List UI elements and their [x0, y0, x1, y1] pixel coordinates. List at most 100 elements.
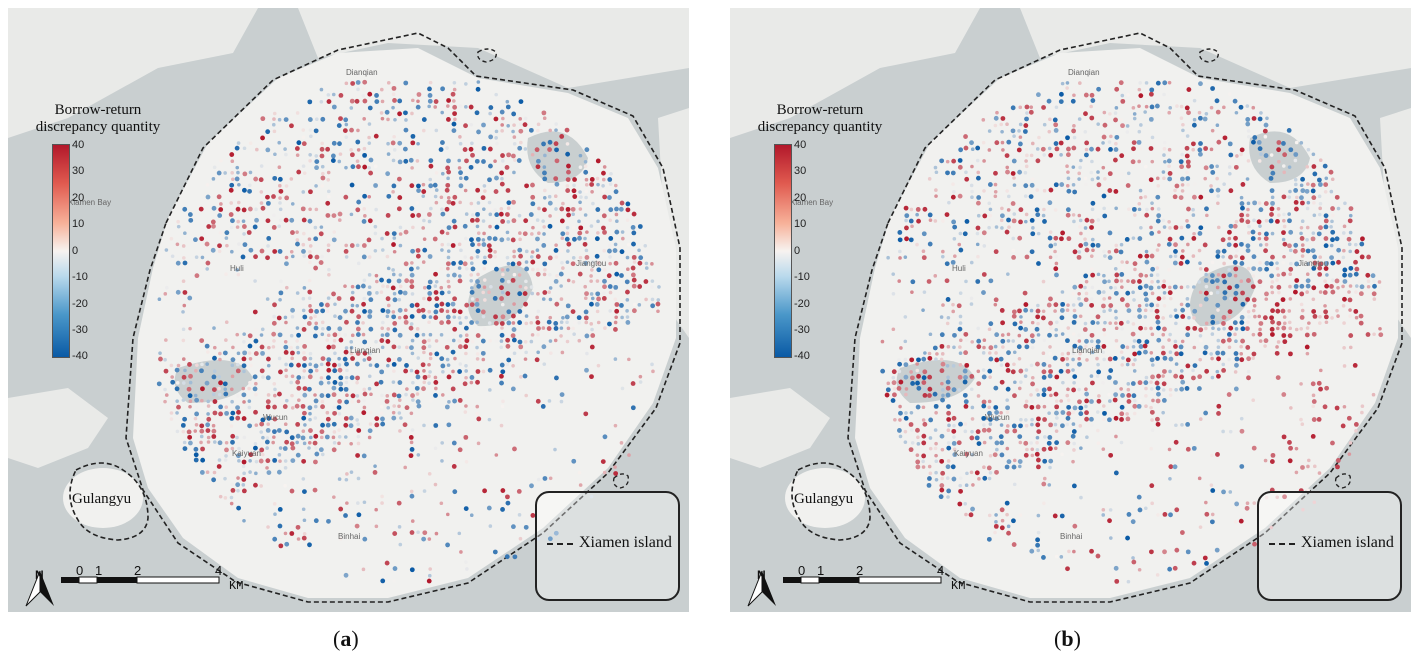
discrepancy-dot: [1018, 368, 1024, 374]
discrepancy-dot: [380, 416, 385, 422]
discrepancy-dot: [982, 423, 986, 427]
discrepancy-dot: [1011, 236, 1016, 241]
discrepancy-dot: [169, 236, 174, 241]
discrepancy-dot: [512, 351, 517, 356]
discrepancy-dot: [951, 428, 957, 434]
discrepancy-dot: [349, 441, 353, 446]
discrepancy-dot: [1077, 387, 1081, 392]
discrepancy-dot: [446, 169, 452, 175]
discrepancy-dot: [1143, 110, 1147, 114]
discrepancy-dot: [205, 362, 209, 366]
discrepancy-dot: [1023, 170, 1028, 175]
discrepancy-dot: [1048, 345, 1052, 349]
discrepancy-dot: [476, 201, 481, 205]
discrepancy-dot: [1288, 229, 1294, 235]
discrepancy-dot: [1108, 452, 1114, 458]
discrepancy-dot: [403, 110, 408, 116]
discrepancy-dot: [386, 266, 391, 271]
discrepancy-dot: [952, 423, 956, 428]
discrepancy-dot: [512, 142, 517, 146]
discrepancy-dot: [392, 134, 396, 139]
discrepancy-dot: [237, 242, 241, 246]
discrepancy-dot: [884, 392, 890, 398]
discrepancy-dot: [1172, 565, 1178, 571]
discrepancy-dot: [613, 357, 618, 361]
discrepancy-dot: [314, 184, 318, 188]
discrepancy-dot: [247, 343, 253, 349]
discrepancy-dot: [470, 266, 476, 272]
discrepancy-dot: [1101, 381, 1105, 385]
discrepancy-dot: [1347, 452, 1352, 456]
discrepancy-dot: [1053, 242, 1058, 247]
discrepancy-dot: [499, 237, 505, 243]
discrepancy-dot: [356, 399, 361, 404]
discrepancy-dot: [1119, 350, 1124, 354]
discrepancy-dot: [1155, 248, 1160, 252]
discrepancy-dot: [1119, 272, 1125, 277]
discrepancy-dot: [1258, 224, 1262, 228]
discrepancy-dot: [320, 422, 325, 428]
discrepancy-dot: [199, 236, 205, 242]
discrepancy-dot: [1161, 345, 1165, 349]
discrepancy-dot: [247, 399, 252, 403]
discrepancy-dot: [1234, 501, 1240, 507]
discrepancy-dot: [1084, 152, 1089, 158]
discrepancy-dot: [1269, 326, 1275, 332]
discrepancy-dot: [970, 506, 975, 512]
discrepancy-dot: [396, 500, 402, 506]
discrepancy-dot: [1090, 320, 1096, 325]
discrepancy-dot: [295, 422, 301, 427]
discrepancy-dot: [1161, 388, 1166, 392]
discrepancy-dot: [1245, 297, 1250, 302]
colorbar-tick: 30: [794, 165, 807, 177]
discrepancy-dot: [608, 207, 614, 213]
discrepancy-dot: [1151, 398, 1155, 403]
discrepancy-dot: [236, 441, 240, 446]
discrepancy-dot: [505, 230, 510, 235]
discrepancy-dot: [1120, 260, 1124, 264]
discrepancy-dot: [1202, 242, 1208, 248]
discrepancy-dot: [1252, 200, 1258, 206]
discrepancy-dot: [397, 140, 403, 146]
discrepancy-dot: [422, 374, 428, 380]
discrepancy-dot: [319, 393, 325, 398]
discrepancy-dot: [1191, 236, 1197, 241]
discrepancy-dot: [1215, 123, 1220, 128]
discrepancy-dot: [409, 279, 415, 284]
discrepancy-dot: [1281, 392, 1287, 397]
discrepancy-dot: [976, 344, 982, 350]
discrepancy-dot: [542, 170, 547, 176]
discrepancy-dot: [1029, 182, 1035, 188]
discrepancy-dot: [1270, 308, 1275, 314]
discrepancy-dot: [988, 375, 992, 379]
discrepancy-dot: [343, 308, 348, 314]
discrepancy-dot: [975, 175, 981, 181]
discrepancy-dot: [433, 290, 439, 295]
discrepancy-dot: [411, 225, 415, 230]
discrepancy-dot: [1109, 134, 1113, 139]
discrepancy-dot: [1168, 476, 1172, 481]
discrepancy-dot: [410, 338, 415, 343]
discrepancy-dot: [1006, 424, 1010, 428]
discrepancy-dot: [1150, 201, 1154, 205]
discrepancy-dot: [319, 362, 324, 367]
discrepancy-dot: [272, 117, 276, 121]
discrepancy-dot: [554, 375, 559, 381]
discrepancy-dot: [384, 398, 390, 404]
discrepancy-dot: [1227, 357, 1231, 362]
discrepancy-dot: [501, 116, 505, 121]
discrepancy-dot: [446, 266, 450, 271]
discrepancy-dot: [1161, 332, 1166, 337]
discrepancy-dot: [1007, 225, 1011, 229]
discrepancy-dot: [278, 218, 283, 223]
north-label: N: [757, 568, 766, 582]
discrepancy-dot: [1077, 361, 1082, 367]
discrepancy-dot: [465, 567, 469, 571]
discrepancy-dot: [553, 530, 559, 536]
discrepancy-dot: [458, 170, 463, 176]
discrepancy-dot: [1004, 153, 1010, 159]
discrepancy-dot: [1036, 429, 1042, 435]
discrepancy-dot: [903, 255, 908, 259]
discrepancy-dot: [982, 189, 986, 193]
discrepancy-dot: [1162, 92, 1166, 97]
